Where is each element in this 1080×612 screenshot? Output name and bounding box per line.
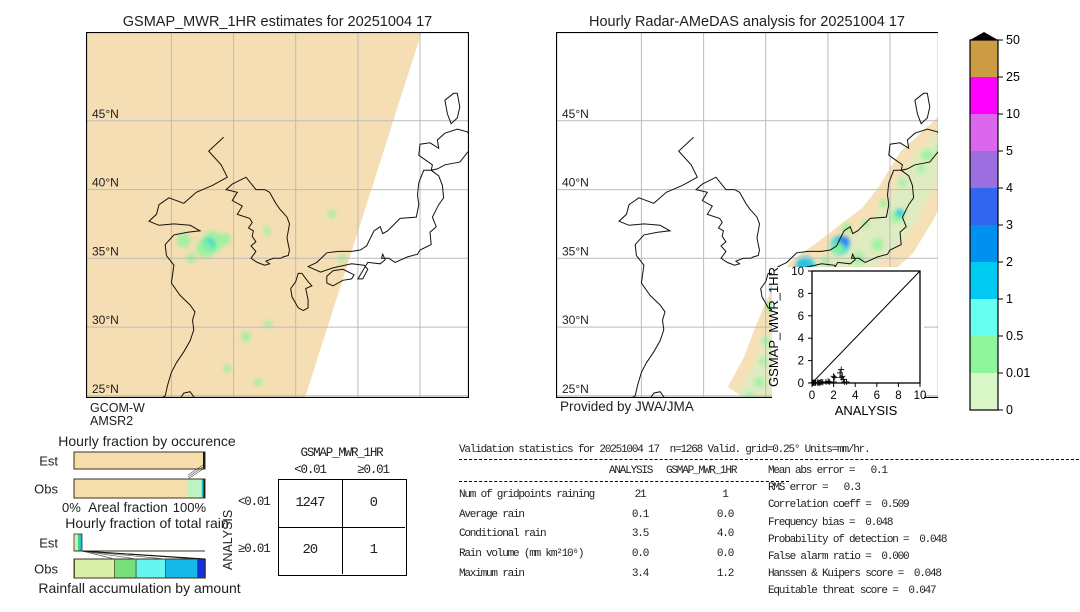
svg-text:Areal fraction: Areal fraction [88, 500, 168, 515]
svg-text:Hourly fraction by occurence: Hourly fraction by occurence [58, 433, 236, 449]
svg-text:Est: Est [39, 454, 58, 469]
svg-text:Rainfall accumulation by amoun: Rainfall accumulation by amount [38, 580, 240, 596]
svg-text:Obs: Obs [34, 482, 58, 497]
svg-text:Hourly fraction of total rain: Hourly fraction of total rain [65, 515, 228, 531]
svg-text:0%: 0% [62, 500, 81, 515]
svg-text:Est: Est [39, 536, 58, 551]
svg-text:100%: 100% [173, 500, 207, 515]
svg-text:Obs: Obs [34, 562, 58, 577]
